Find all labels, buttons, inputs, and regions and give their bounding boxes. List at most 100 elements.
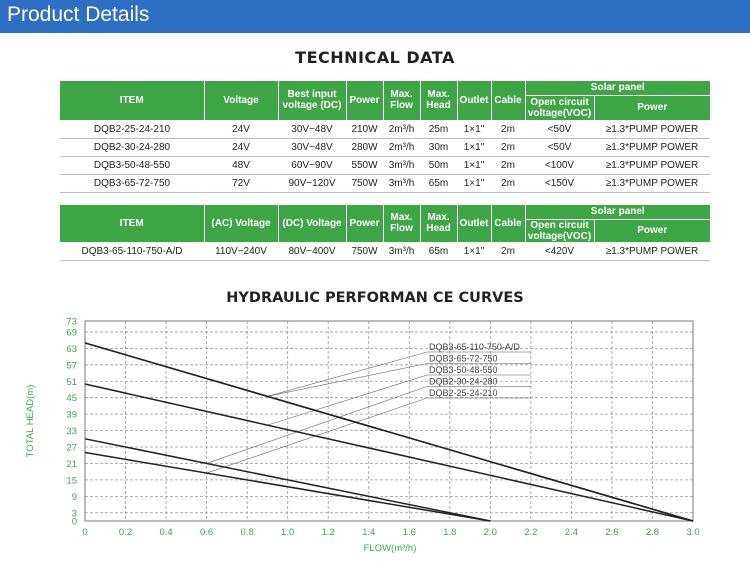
cell-voc: <420V <box>525 242 594 261</box>
cell-ac-voltage: 110V~240V <box>204 242 278 261</box>
table-row: DQB3-65-110-750-A/D 110V~240V 80V~400V 7… <box>60 242 710 261</box>
cell-power: 280W <box>346 138 383 157</box>
page-title: Product Details <box>7 3 150 26</box>
col-max-flow: Max. Flow <box>383 205 421 243</box>
cell-solar-power: ≥1.3*PUMP POWER <box>594 156 710 175</box>
x-tick-label: 0.2 <box>119 527 132 538</box>
legend-leader-line <box>206 386 428 464</box>
y-tick-label: 45 <box>66 393 77 404</box>
cell-voc: <100V <box>525 156 594 175</box>
cell-dc-voltage: 80V~400V <box>278 242 346 261</box>
col-max-head: Max. Head <box>420 81 458 121</box>
cell-cable: 2m <box>491 120 525 139</box>
y-tick-label: 27 <box>66 443 77 454</box>
col-power: Power <box>346 81 384 121</box>
col-max-flow: Max. Flow <box>383 81 421 121</box>
y-tick-label: 21 <box>66 459 77 470</box>
col-best-input: Best input voltage (DC) <box>278 81 347 121</box>
col-cable: Cable <box>491 205 526 243</box>
cell-outlet: 1×1" <box>457 156 491 175</box>
x-tick-label: 2.8 <box>646 527 659 538</box>
cell-outlet: 1×1" <box>457 120 491 139</box>
col-solar-panel: Solar panel <box>525 205 710 220</box>
series-line <box>84 383 694 522</box>
performance-chart-svg: HYDRAULIC PERFORMAN CE CURVES03915212733… <box>25 290 700 554</box>
col-voc: Open circuit voltage(VOC) <box>525 95 595 121</box>
cell-head: 65m <box>420 242 457 261</box>
legend-label: DQB3-65-72-750 <box>429 354 498 364</box>
col-voltage: Voltage <box>204 81 279 121</box>
series-line <box>84 451 491 522</box>
cell-cable: 2m <box>491 156 525 175</box>
header-bar: Product Details <box>0 0 750 33</box>
cell-voc: <50V <box>525 120 594 139</box>
col-cable: Cable <box>491 81 526 121</box>
x-tick-label: 3.0 <box>686 527 699 538</box>
legend-leader-line <box>267 374 428 426</box>
technical-data-table-acdc: ITEM (AC) Voltage (DC) Voltage Power Max… <box>60 205 710 261</box>
cell-voc: <150V <box>525 174 594 193</box>
cell-cable: 2m <box>491 138 525 157</box>
col-solar-power: Power <box>594 219 710 243</box>
col-item: ITEM <box>60 205 205 243</box>
cell-voltage: 24V <box>204 138 278 157</box>
cell-cable: 2m <box>491 174 525 193</box>
cell-outlet: 1×1" <box>457 242 491 261</box>
y-tick-label: 57 <box>66 360 77 371</box>
technical-data-table-dc: ITEM Voltage Best input voltage (DC) Pow… <box>60 81 710 193</box>
y-tick-label: 63 <box>66 344 77 355</box>
x-tick-label: 1.8 <box>443 527 456 538</box>
y-tick-label: 0 <box>72 517 77 528</box>
y-tick-label: 69 <box>66 327 77 338</box>
plot-border <box>84 320 694 522</box>
legend-label: DQB3-50-48-550 <box>429 365 498 375</box>
y-tick-label: 9 <box>72 492 77 503</box>
col-ac-voltage: (AC) Voltage <box>204 205 279 243</box>
cell-power: 750W <box>346 242 383 261</box>
y-tick-label: 51 <box>66 377 77 388</box>
col-dc-voltage: (DC) Voltage <box>278 205 347 243</box>
series-line <box>84 438 491 522</box>
cell-power: 550W <box>346 156 383 175</box>
x-tick-label: 2.2 <box>524 527 537 538</box>
y-tick-label: 3 <box>72 508 77 519</box>
x-tick-label: 1.0 <box>281 527 294 538</box>
x-tick-label: 2.0 <box>484 527 497 538</box>
x-tick-label: 1.6 <box>403 527 416 538</box>
x-tick-label: 2.4 <box>565 527 578 538</box>
performance-chart: HYDRAULIC PERFORMAN CE CURVES 0 3 9 15 21 27 33… <box>0 290 750 564</box>
legend-label: DQB2-25-24-210 <box>429 388 498 398</box>
col-item: ITEM <box>60 81 205 121</box>
x-tick-label: 0 <box>82 527 87 538</box>
cell-solar-power: ≥1.3*PUMP POWER <box>594 174 710 193</box>
y-axis-label: TOTAL HEAD(m) <box>25 385 36 458</box>
y-tick-label: 73 <box>66 317 77 328</box>
col-power: Power <box>346 205 384 243</box>
cell-power: 210W <box>346 120 383 139</box>
table-row: DQB2-25-24-210 24V 30V~48V 210W 2m³/h 25… <box>60 120 710 139</box>
col-max-head: Max. Head <box>420 205 458 243</box>
x-tick-label: 1.4 <box>362 527 375 538</box>
x-axis-label: FLOW(m³/h) <box>364 543 417 554</box>
cell-outlet: 1×1" <box>457 174 491 193</box>
cell-voltage: 48V <box>204 156 278 175</box>
cell-flow: 3m³/h <box>383 156 420 175</box>
legend-label: DQB2-30-24-280 <box>429 377 498 387</box>
cell-outlet: 1×1" <box>457 138 491 157</box>
col-solar-panel: Solar panel <box>525 81 710 96</box>
cell-input: 90V~120V <box>278 174 346 193</box>
legend-leader-line <box>267 363 428 397</box>
col-outlet: Outlet <box>457 81 492 121</box>
cell-voltage: 72V <box>204 174 278 193</box>
series-line <box>84 342 694 522</box>
cell-input: 60V~90V <box>278 156 346 175</box>
cell-item: DQB3-65-72-750 <box>60 174 204 193</box>
col-solar-power: Power <box>594 95 710 121</box>
cell-head: 25m <box>420 120 457 139</box>
cell-power: 750W <box>346 174 383 193</box>
x-tick-label: 1.2 <box>322 527 335 538</box>
cell-voltage: 24V <box>204 120 278 139</box>
cell-head: 50m <box>420 156 457 175</box>
col-outlet: Outlet <box>457 205 492 243</box>
x-tick-label: 0.4 <box>159 527 172 538</box>
